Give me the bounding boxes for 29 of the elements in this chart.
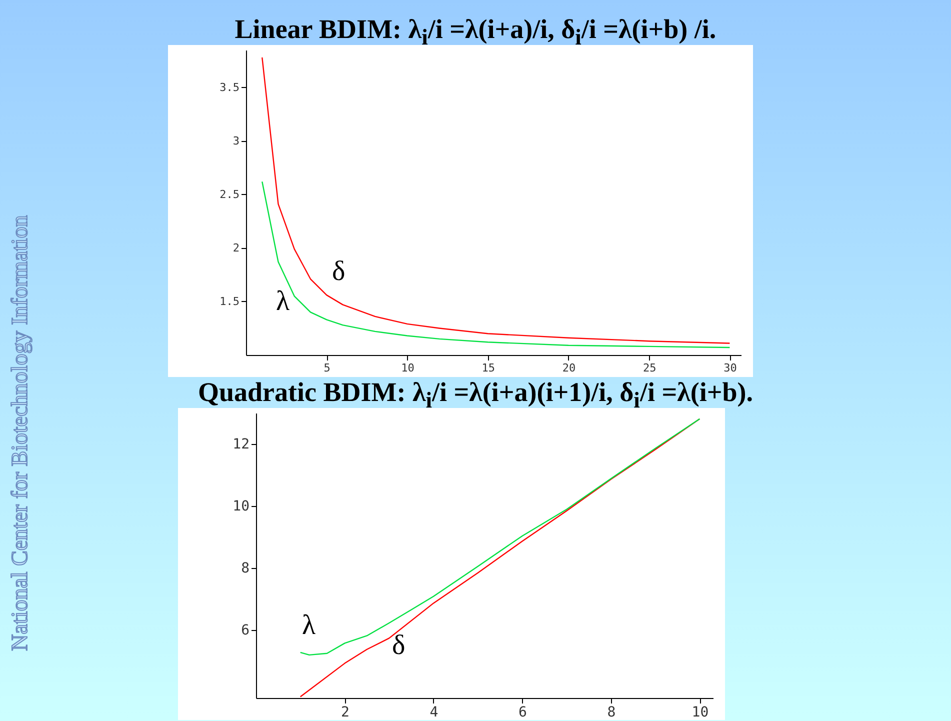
annotation: δ [332,256,346,287]
annotation: λ [302,610,316,641]
y-tick-label: 1.5 [220,294,240,308]
x-tick-label: 2 [341,704,350,720]
y-tick-label: 2 [232,241,240,254]
line-series [262,181,730,348]
y-tick-label: 3 [232,134,240,148]
x-tick-label: 25 [642,362,656,374]
y-tick-label: 2.5 [220,188,240,201]
annotation: δ [392,630,406,661]
x-tick-label: 20 [562,362,576,374]
x-tick-label: 30 [724,362,737,374]
x-tick-label: 10 [401,362,414,374]
x-tick-label: 15 [482,362,495,374]
x-tick-label: 5 [324,362,330,374]
chart-title: Linear BDIM: λ$_{i}$/i =λ(i+a)/i, δ$_{i}$/i =λ(i+b) /i. [234,14,718,50]
text: National Center for Biotechnology Information [7,214,33,653]
y-tick-label: 8 [241,560,250,576]
y-tick-label: 10 [232,498,250,514]
y-tick-label: 3.5 [220,80,240,94]
line-series [262,56,730,344]
chart-title: Quadratic BDIM: λ$_{i}$/i =λ(i+a)(i+1)/i, δ$_{i}$/i =λ(i+b). [198,377,753,412]
x-tick-label: 8 [607,704,616,720]
x-tick-label: 10 [692,704,709,720]
x-tick-label: 6 [518,704,527,720]
y-tick-label: 12 [232,436,250,452]
y-tick-label: 6 [241,622,250,638]
annotation: λ [276,286,290,317]
x-tick-label: 4 [430,704,438,720]
